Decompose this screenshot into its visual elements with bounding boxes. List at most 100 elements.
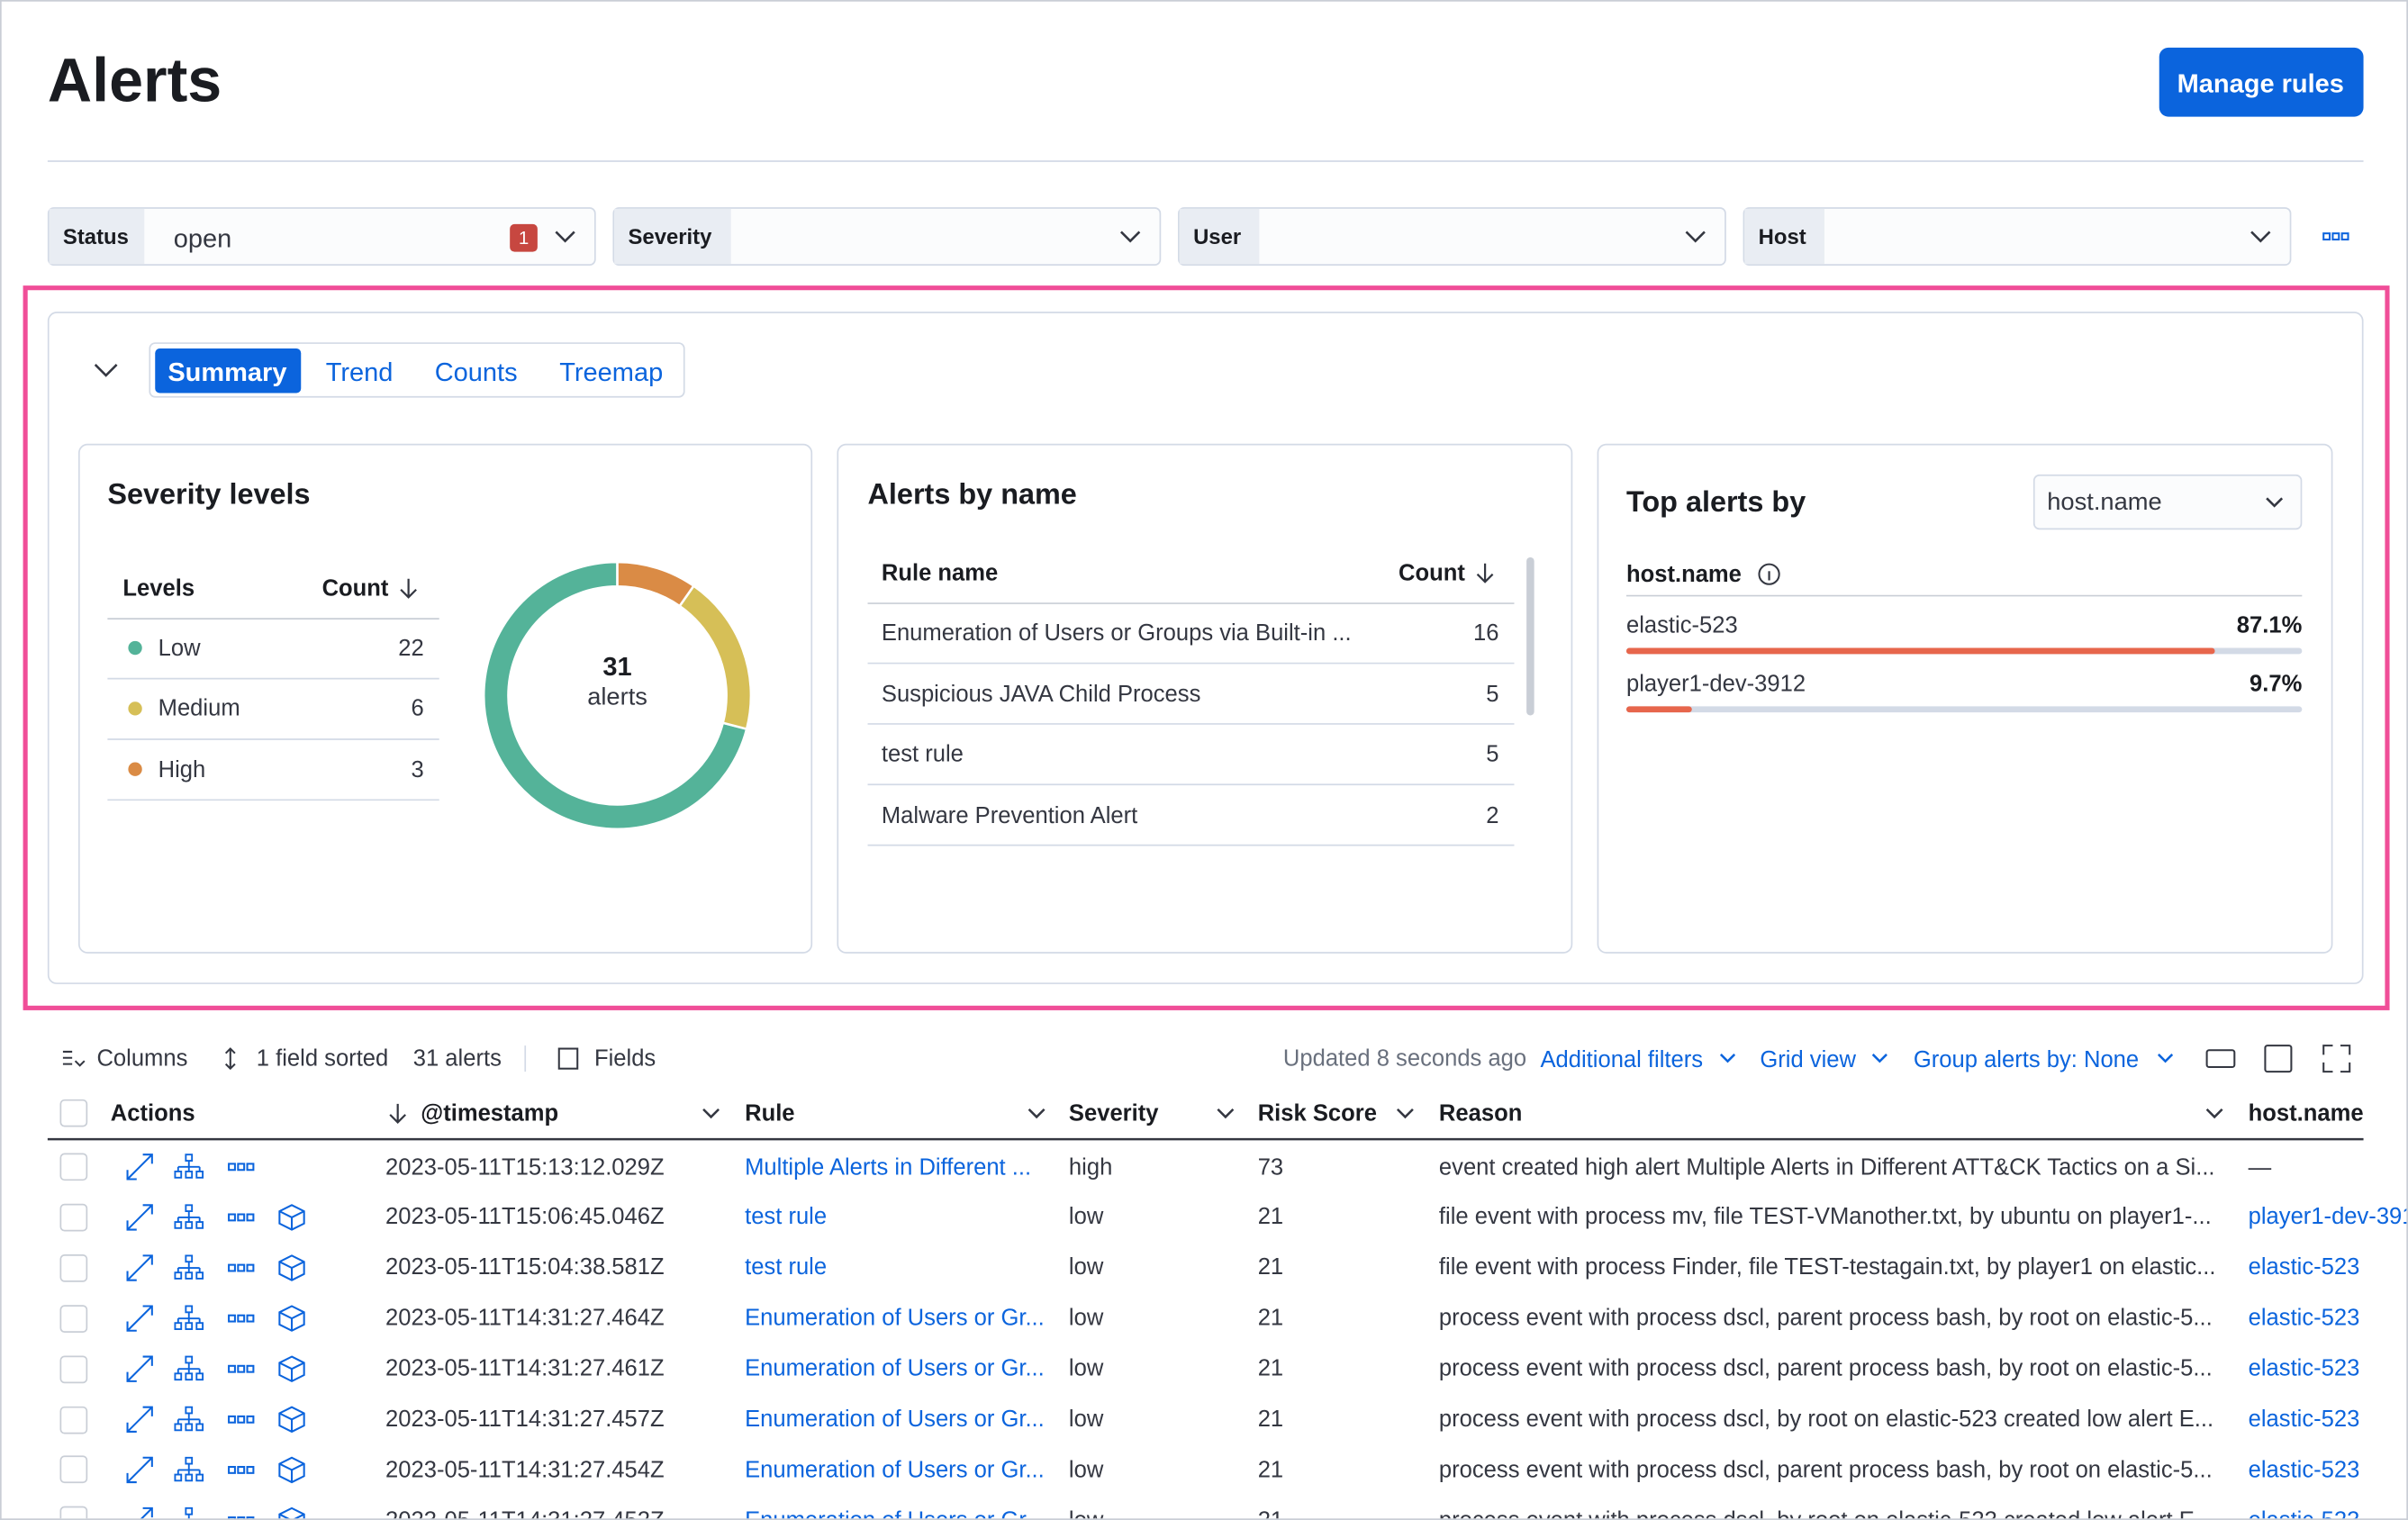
expand-icon[interactable]	[128, 1506, 153, 1520]
filter-control[interactable]	[1743, 207, 2292, 266]
rule-link[interactable]: Enumeration of Users or Gr...	[745, 1305, 1045, 1332]
row-checkbox[interactable]	[59, 1506, 88, 1519]
host-link[interactable]: elastic-523	[2248, 1305, 2360, 1332]
column-header[interactable]: Severity	[1068, 1099, 1159, 1126]
dot	[246, 1364, 255, 1373]
tab-active-bg	[155, 348, 302, 394]
field-select[interactable]	[2032, 474, 2303, 530]
rule-link[interactable]: Enumeration of Users or Gr...	[745, 1505, 1045, 1518]
analyze-icon[interactable]	[174, 1305, 204, 1330]
keyboard-icon[interactable]	[2205, 1049, 2236, 1069]
dot	[237, 1364, 246, 1373]
expand-icon[interactable]	[126, 1456, 153, 1484]
expand-icon[interactable]	[126, 1254, 153, 1281]
column-header[interactable]: @timestamp	[421, 1099, 559, 1126]
toolbar-link[interactable]: Additional filters	[1540, 1045, 1704, 1072]
host-link[interactable]: elastic-523	[2248, 1406, 2360, 1433]
manage-rules-button[interactable]	[2159, 47, 2364, 117]
more-icon[interactable]	[228, 1213, 255, 1222]
scrollbar	[1526, 556, 1534, 716]
host-link[interactable]: elastic-523	[2248, 1456, 2360, 1483]
analyze-icon[interactable]	[174, 1456, 204, 1482]
rule-link[interactable]: Enumeration of Users or Gr...	[745, 1456, 1045, 1483]
analyze-icon[interactable]	[174, 1204, 204, 1229]
host-link[interactable]: player1-dev-3912	[2248, 1204, 2407, 1231]
column-header[interactable]: Risk Score	[1257, 1099, 1377, 1126]
column-header[interactable]: Reason	[1438, 1099, 1523, 1126]
density-icon[interactable]	[2264, 1045, 2293, 1073]
rule-link[interactable]: Enumeration of Users or Gr...	[745, 1355, 1045, 1382]
rule-link[interactable]: test rule	[745, 1204, 828, 1231]
more-icon[interactable]	[228, 1364, 255, 1373]
filter-label-bg	[1179, 208, 1260, 265]
risk-score: 21	[1257, 1406, 1284, 1433]
session-icon[interactable]	[278, 1254, 305, 1281]
session-icon[interactable]	[278, 1355, 305, 1383]
legend-dot	[128, 762, 142, 776]
row-checkbox[interactable]	[59, 1253, 88, 1282]
toolbar-button[interactable]: Fields	[593, 1045, 656, 1072]
host-name: player1-dev-3912	[1625, 670, 1806, 697]
host-link[interactable]: elastic-523	[2249, 1505, 2360, 1518]
row-checkbox[interactable]	[59, 1456, 88, 1484]
more-icon[interactable]	[228, 1163, 255, 1172]
card	[837, 443, 1573, 954]
fullscreen-icon[interactable]	[2322, 1045, 2351, 1073]
row-checkbox[interactable]	[59, 1405, 88, 1434]
expand-icon[interactable]	[126, 1154, 153, 1181]
rule-link[interactable]: Enumeration of Users or Gr...	[745, 1406, 1045, 1433]
more-icon[interactable]	[228, 1516, 255, 1520]
dot	[237, 1263, 246, 1272]
columns-icon	[62, 1050, 86, 1067]
analyze-icon[interactable]	[175, 1506, 203, 1520]
select-value[interactable]: host.name	[2047, 489, 2162, 516]
tab[interactable]: Counts	[434, 357, 518, 386]
expand-icon[interactable]	[126, 1204, 153, 1231]
tab[interactable]: Treemap	[559, 357, 664, 386]
more-icon[interactable]	[228, 1314, 255, 1323]
analyze-icon[interactable]	[174, 1254, 204, 1280]
session-icon[interactable]	[278, 1456, 305, 1484]
tab[interactable]: Summary	[167, 357, 287, 386]
analyze-icon[interactable]	[174, 1406, 204, 1432]
session-icon[interactable]	[278, 1406, 305, 1434]
host-link[interactable]: elastic-523	[2248, 1254, 2360, 1281]
dot	[246, 1163, 255, 1172]
rule-link[interactable]: test rule	[745, 1254, 828, 1281]
more-icon[interactable]	[228, 1263, 255, 1272]
row-checkbox[interactable]	[59, 1304, 88, 1333]
dot	[228, 1465, 236, 1474]
toolbar-button[interactable]: Columns	[96, 1045, 188, 1072]
filter-chevron	[2250, 231, 2271, 243]
row-checkbox[interactable]	[59, 1153, 88, 1181]
toolbar-button[interactable]: 1 field sorted	[256, 1045, 389, 1072]
tab[interactable]: Trend	[325, 357, 394, 386]
column-header[interactable]: host.name	[2248, 1099, 2364, 1126]
host-link[interactable]: elastic-523	[2248, 1355, 2360, 1382]
expand-icon[interactable]	[126, 1305, 153, 1332]
toolbar-link[interactable]: Grid view	[1760, 1045, 1856, 1072]
column-header[interactable]: Rule	[745, 1099, 795, 1126]
toolbar-link[interactable]: Group alerts by: None	[1913, 1045, 2140, 1072]
session-icon[interactable]	[278, 1204, 305, 1231]
highlight-frame	[23, 285, 2390, 1010]
more-icon[interactable]	[2322, 232, 2349, 241]
rule-link[interactable]: Multiple Alerts in Different ...	[745, 1154, 1032, 1181]
analyze-icon[interactable]	[174, 1355, 204, 1381]
row-checkbox[interactable]	[59, 1099, 88, 1127]
tab-group	[149, 342, 685, 398]
expand-icon[interactable]	[126, 1355, 153, 1382]
row-checkbox[interactable]	[59, 1203, 88, 1232]
filter-control[interactable]	[1178, 207, 1726, 266]
more-icon[interactable]	[228, 1465, 255, 1474]
more-icon[interactable]	[228, 1415, 255, 1424]
session-icon[interactable]	[278, 1506, 305, 1520]
reason: process event with process dscl, parent …	[1438, 1305, 2213, 1332]
button-label[interactable]: Manage rules	[2177, 68, 2344, 98]
filter-label: Status	[62, 223, 129, 249]
row-checkbox[interactable]	[59, 1354, 88, 1383]
analyze-icon[interactable]	[174, 1154, 204, 1179]
expand-icon[interactable]	[126, 1406, 153, 1433]
session-icon[interactable]	[278, 1305, 305, 1332]
filter-label-bg	[1744, 208, 1824, 265]
